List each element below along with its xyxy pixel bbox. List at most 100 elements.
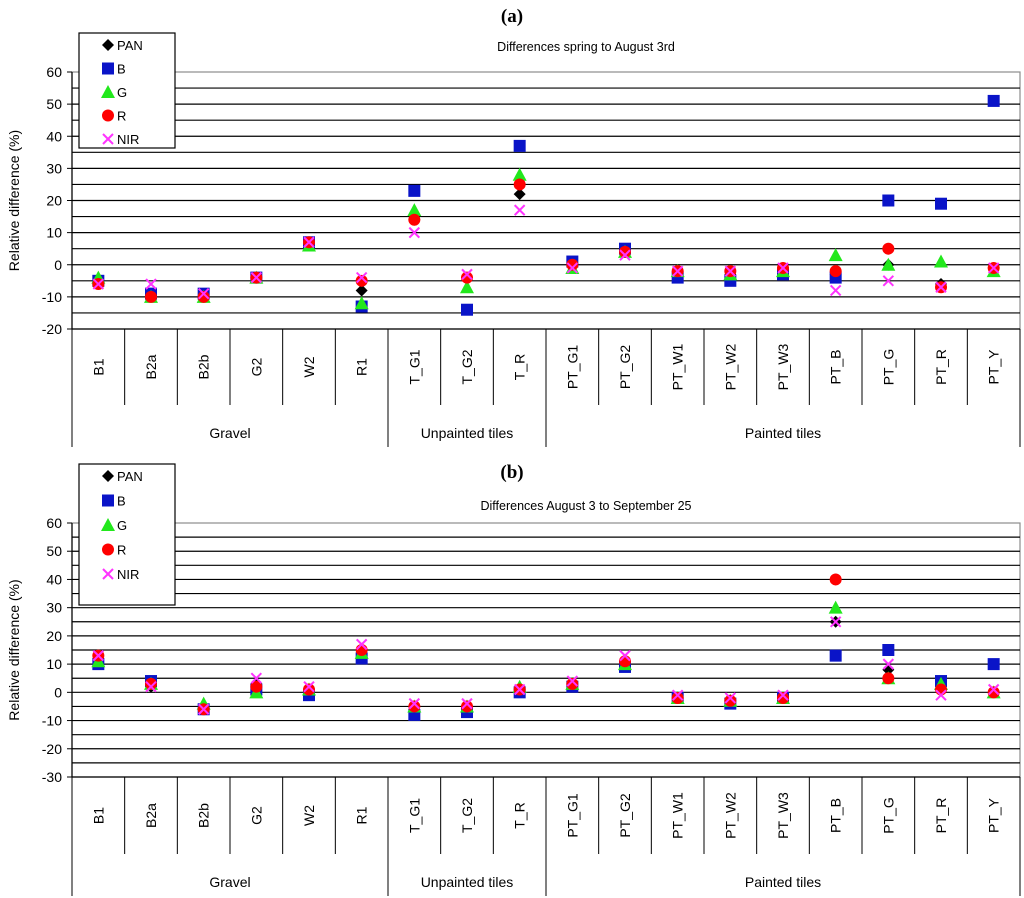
x-tick-label: PT_W3 — [775, 343, 791, 390]
x-tick-label: G2 — [248, 357, 264, 376]
legend-label: PAN — [117, 469, 143, 484]
data-point — [408, 697, 421, 710]
data-point — [513, 139, 526, 152]
chart-title: Differences August 3 to September 25 — [480, 499, 691, 513]
data-point — [987, 683, 1000, 696]
data-point — [882, 658, 895, 670]
x-tick-label: B2b — [196, 803, 212, 828]
data-point — [987, 686, 1000, 699]
data-point — [882, 242, 895, 255]
data-point — [355, 638, 368, 651]
data-point — [197, 290, 210, 303]
data-point — [619, 655, 631, 668]
x-tick-label: PT_G1 — [564, 793, 580, 838]
cross-marker-stroke — [935, 281, 947, 293]
data-point — [566, 258, 579, 271]
data-point — [461, 268, 473, 281]
cross-marker-stroke — [92, 278, 105, 290]
legend-label: R — [117, 543, 126, 558]
data-point — [935, 197, 947, 210]
cross-marker-stroke — [724, 692, 737, 704]
data-point — [829, 284, 842, 297]
y-tick-label: 60 — [46, 64, 62, 80]
data-point — [197, 287, 210, 300]
cross-marker-stroke — [777, 262, 789, 274]
cross-marker-stroke — [355, 638, 368, 651]
chart-title: Differences spring to August 3rd — [497, 40, 675, 54]
legend-label: B — [117, 62, 126, 77]
data-point — [619, 649, 631, 662]
x-tick-label: B2a — [143, 354, 159, 379]
series-g — [91, 600, 1001, 713]
x-tick-label: B2a — [143, 803, 159, 828]
cross-marker-stroke — [671, 689, 684, 701]
data-point — [145, 290, 157, 303]
legend-label: R — [117, 109, 126, 124]
x-tick-label: B1 — [90, 807, 106, 824]
data-point — [461, 697, 473, 710]
data-point — [303, 680, 315, 693]
cross-marker-stroke — [145, 680, 157, 693]
legend-label: PAN — [117, 38, 143, 53]
cross-marker-stroke — [619, 249, 631, 261]
data-point — [881, 257, 896, 271]
data-point — [250, 680, 263, 693]
cross-marker-stroke — [461, 697, 473, 710]
cross-marker-stroke — [355, 271, 368, 284]
data-point — [145, 677, 157, 690]
x-tick-label: PT_B — [828, 798, 844, 833]
legend: PAN BGR NIR — [78, 463, 176, 606]
legend-marker-b — [102, 62, 114, 75]
series-g — [91, 167, 1001, 310]
data-point — [355, 271, 368, 284]
x-tick-label: PT_W2 — [722, 343, 738, 390]
legend-marker-r — [102, 543, 114, 556]
y-tick-label: 0 — [54, 684, 62, 700]
group-label: Gravel — [209, 425, 250, 441]
data-point — [145, 680, 157, 693]
data-point — [987, 658, 1000, 671]
series-pan — [92, 188, 1000, 303]
cross-marker-stroke — [197, 703, 210, 715]
x-tick-label: B2b — [196, 354, 212, 379]
data-point — [408, 213, 421, 226]
legend-marker-g — [101, 85, 115, 98]
x-tick-label: R1 — [354, 358, 370, 376]
data-point — [935, 689, 947, 701]
data-point — [619, 249, 631, 261]
cross-marker-stroke — [197, 287, 210, 300]
data-point — [987, 262, 1000, 274]
x-tick-label: PT_G2 — [617, 345, 633, 390]
y-tick-label: 40 — [46, 128, 62, 144]
x-tick-label: T_R — [512, 354, 528, 380]
data-point — [935, 683, 947, 696]
legend-marker-nir — [102, 133, 114, 145]
data-point — [461, 700, 473, 713]
x-tick-label: T_G2 — [459, 349, 475, 384]
x-tick-label: PT_W3 — [775, 792, 791, 839]
y-tick-label: -10 — [42, 713, 62, 729]
data-point — [882, 644, 895, 656]
x-tick-label: PT_W2 — [722, 792, 738, 839]
y-tick-label: 50 — [46, 543, 62, 559]
cross-marker-stroke — [566, 675, 579, 687]
x-tick-label: PT_Y — [986, 349, 1002, 385]
data-point — [566, 675, 579, 687]
y-tick-label: 30 — [46, 600, 62, 616]
series-nir — [92, 204, 1000, 300]
data-point — [829, 265, 842, 278]
x-tick-label: PT_B — [828, 349, 844, 384]
y-tick-label: -10 — [42, 289, 62, 305]
series-r — [92, 178, 1000, 303]
y-tick-label: 0 — [54, 257, 62, 273]
cross-marker-stroke — [882, 275, 895, 287]
cross-marker-stroke — [987, 683, 1000, 696]
data-point — [250, 271, 263, 284]
data-point — [461, 271, 473, 284]
data-point — [197, 703, 210, 715]
legend-label: NIR — [117, 132, 139, 147]
data-point — [512, 167, 527, 181]
x-tick-label: T_G1 — [406, 349, 422, 384]
y-tick-label: -20 — [42, 321, 62, 337]
